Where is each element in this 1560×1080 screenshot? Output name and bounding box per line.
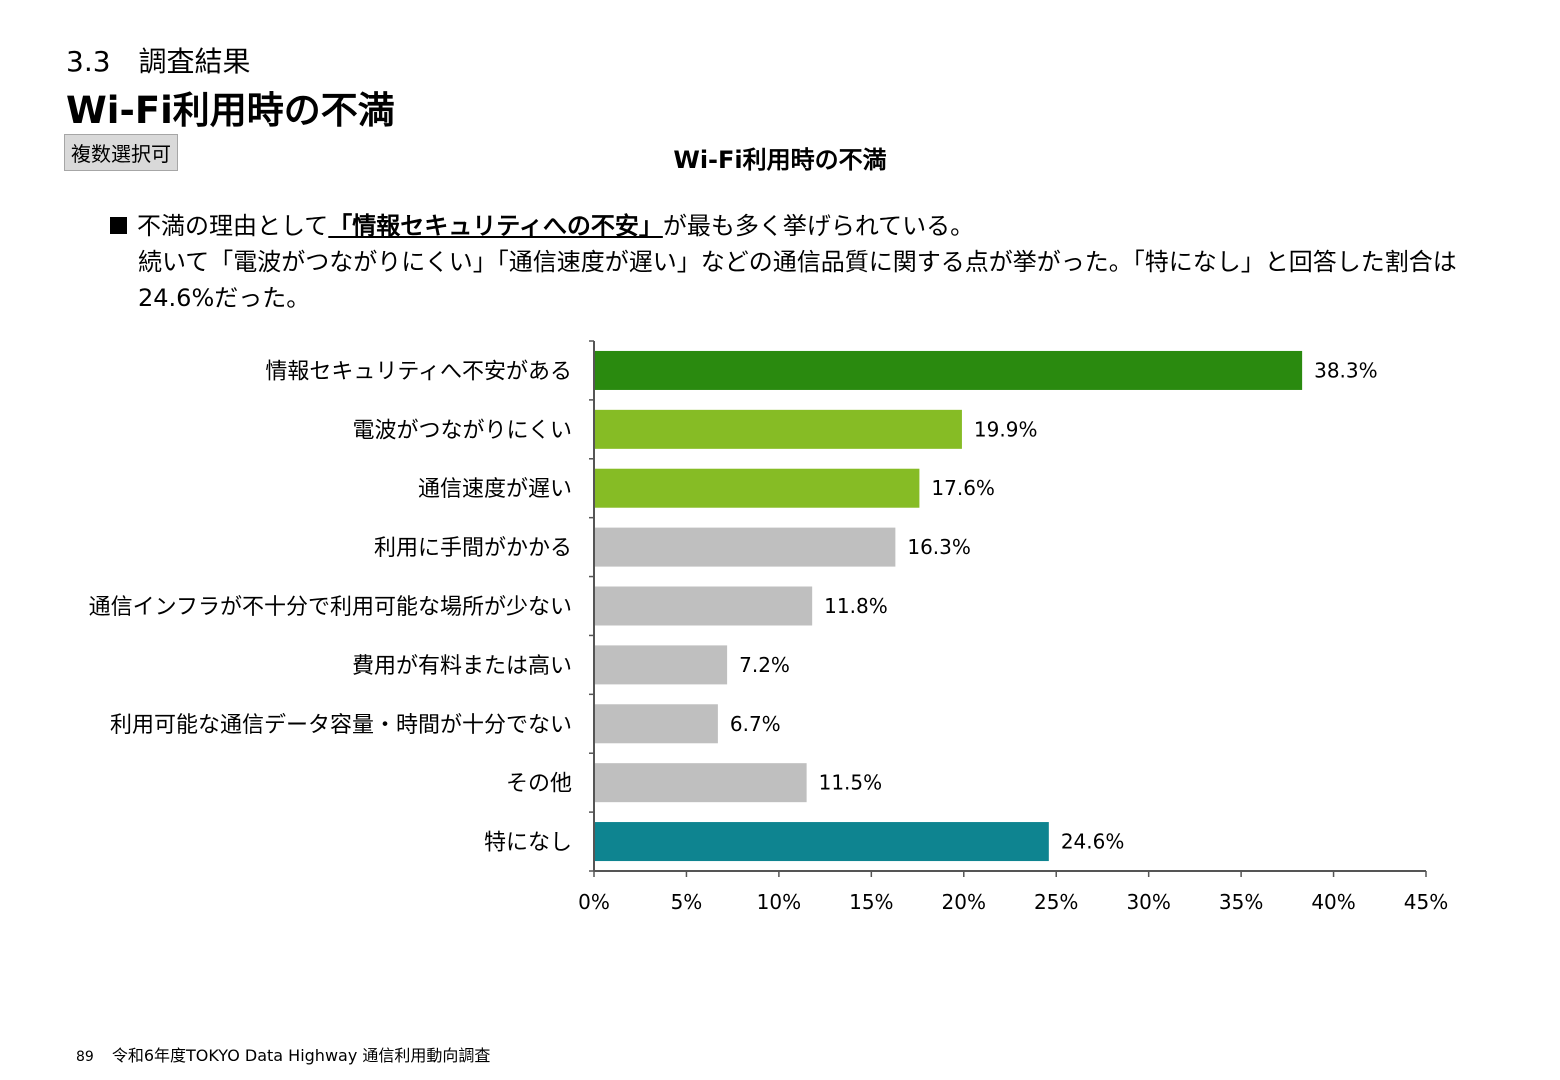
bar xyxy=(595,409,962,449)
category-label: 情報セキュリティへ不安がある xyxy=(265,359,572,384)
section-number: 3.3 調査結果 xyxy=(66,45,251,78)
x-tick-label: 25% xyxy=(1034,890,1078,914)
footer: 89 令和6年度TOKYO Data Highway 通信利用動向調査 xyxy=(76,1042,490,1066)
category-label: 利用に手間がかかる xyxy=(374,536,572,561)
data-label: 24.6% xyxy=(1061,830,1125,854)
data-label: 11.5% xyxy=(819,771,883,795)
footer-text: 令和6年度TOKYO Data Highway 通信利用動向調査 xyxy=(111,1046,491,1065)
summary-line-1: 不満の理由として「情報セキュリティへの不安」が最も多く挙げられている。 xyxy=(110,208,1490,244)
summary-line-1-pre: 不満の理由として xyxy=(137,212,329,240)
data-label: 16.3% xyxy=(907,535,971,559)
bar xyxy=(595,586,813,626)
x-tick-label: 40% xyxy=(1311,890,1355,914)
multiple-choice-badge: 複数選択可 xyxy=(64,134,178,171)
x-tick-label: 45% xyxy=(1404,890,1448,914)
bar xyxy=(595,350,1303,390)
bar xyxy=(595,763,807,803)
data-label: 11.8% xyxy=(824,594,888,618)
category-label: 通信インフラが不十分で利用可能な場所が少ない xyxy=(89,595,572,620)
x-tick-label: 10% xyxy=(757,890,801,914)
category-label: 費用が有料または高い xyxy=(352,654,572,679)
category-label: 電波がつながりにくい xyxy=(352,418,572,443)
bar xyxy=(595,645,728,685)
summary-line-1-post: が最も多く挙げられている。 xyxy=(662,212,975,240)
summary-line-3: 24.6%だった。 xyxy=(138,284,311,312)
chart-title: Wi-Fi利用時の不満 xyxy=(673,146,887,174)
category-label: 利用可能な通信データ容量・時間が十分でない xyxy=(110,713,572,738)
bar-chart: 0% 5% 10% 15% 20% 25% 30% 35% 40% 45% 情報セキュリティへ不安が… xyxy=(89,340,1448,914)
x-tick-label: 20% xyxy=(942,890,986,914)
category-label: その他 xyxy=(506,772,572,797)
data-label: 6.7% xyxy=(730,712,781,736)
x-tick-label: 5% xyxy=(671,890,703,914)
x-tick-label: 15% xyxy=(849,890,893,914)
page-title: Wi-Fi利用時の不満 xyxy=(66,89,395,132)
square-bullet-icon xyxy=(110,217,127,234)
page-number: 89 xyxy=(76,1049,94,1065)
summary-text: 不満の理由として「情報セキュリティへの不安」が最も多く挙げられている。 続いて「… xyxy=(110,208,1490,316)
x-tick-label: 30% xyxy=(1126,890,1170,914)
summary-line-2: 続いて「電波がつながりにくい」「通信速度が遅い」などの通信品質に関する点が挙がっ… xyxy=(138,248,1457,276)
bar xyxy=(595,704,718,744)
x-tick-label: 35% xyxy=(1219,890,1263,914)
bar xyxy=(595,468,920,508)
x-tick-label: 0% xyxy=(578,890,610,914)
data-label: 38.3% xyxy=(1314,358,1378,382)
data-label: 7.2% xyxy=(739,653,790,677)
data-label: 19.9% xyxy=(974,417,1038,441)
category-label: 通信速度が遅い xyxy=(418,477,572,502)
bar xyxy=(595,822,1049,862)
category-label: 特になし xyxy=(484,831,572,856)
summary-highlight: 「情報セキュリティへの不安」 xyxy=(328,212,663,240)
data-label: 17.6% xyxy=(931,476,995,500)
bar xyxy=(595,527,896,567)
